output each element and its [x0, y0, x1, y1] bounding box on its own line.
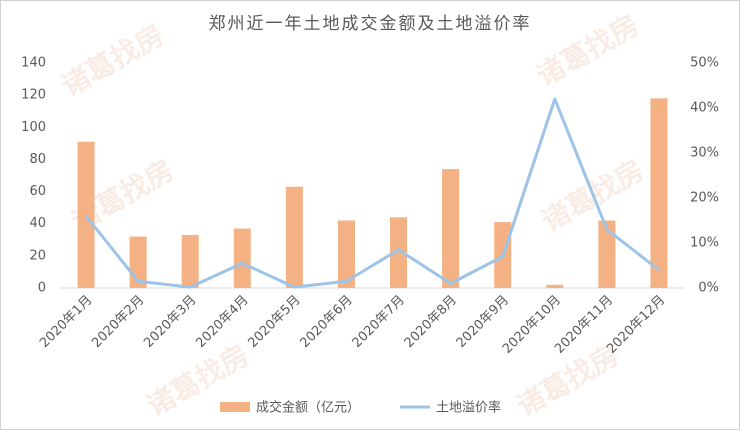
y-tick-label: 100 — [21, 120, 46, 135]
y-tick-label: 120 — [21, 88, 46, 103]
bar — [390, 217, 408, 288]
bar — [442, 169, 460, 288]
y-tick-label: 0 — [38, 281, 46, 296]
y2-tick-label: 30% — [690, 146, 719, 161]
y2-tick-label: 40% — [690, 101, 719, 116]
y2-tick-label: 0% — [698, 281, 719, 296]
bar — [598, 220, 616, 288]
bar — [546, 284, 564, 288]
y-tick-label: 20 — [29, 248, 46, 263]
y2-tick-label: 20% — [690, 191, 719, 206]
y-tick-label: 40 — [29, 216, 46, 231]
bar — [181, 234, 199, 288]
line — [84, 97, 660, 289]
bar — [233, 228, 251, 288]
bar — [285, 186, 303, 288]
y2-tick-label: 50% — [690, 56, 719, 71]
legend-swatch — [220, 402, 250, 412]
y-tick-label: 140 — [21, 56, 46, 71]
y2-tick-label: 10% — [690, 236, 719, 251]
y-tick-label: 80 — [29, 152, 46, 167]
legend-label: 土地溢价率 — [436, 400, 501, 416]
legend-label: 成交金额（亿元） — [256, 400, 360, 416]
bar — [77, 141, 95, 288]
bar — [337, 220, 355, 288]
chart-title: 郑州近一年土地成交金额及土地溢价率 — [209, 14, 532, 34]
y-tick-label: 60 — [29, 184, 46, 199]
bar — [650, 98, 668, 288]
